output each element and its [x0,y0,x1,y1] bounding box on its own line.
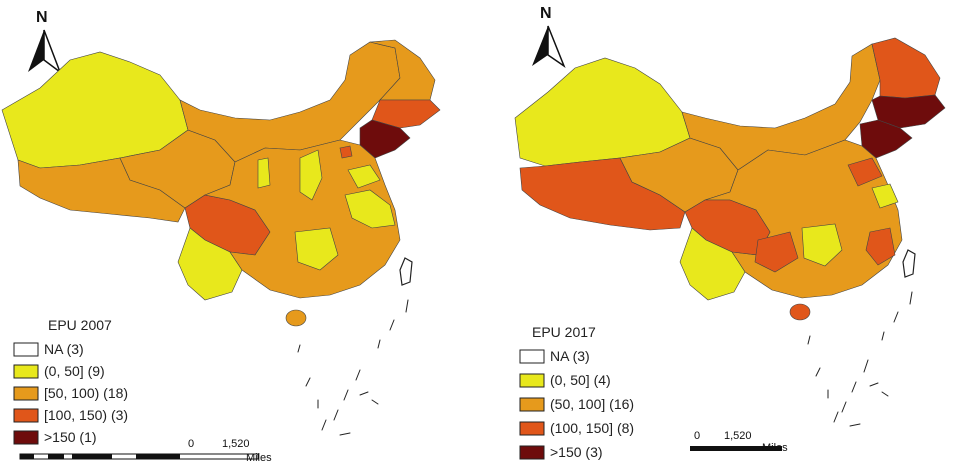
region-yunnan [679,227,746,301]
region-yunnan [177,227,243,301]
legend-title: EPU 2017 [532,324,596,340]
legend-swatch [13,364,39,379]
map-2007: N [1,9,441,464]
legend-label: NA (3) [550,348,590,364]
scale-distance: 1,520 [222,438,250,450]
legend-swatch [13,430,39,445]
region-hunan [294,227,339,271]
legend-swatch [519,349,545,364]
legend-label: NA (3) [44,341,84,357]
region-fujian [865,227,896,266]
legend-item: >150 (1) [13,429,97,445]
region-hainan [285,309,307,327]
map-2017: N [514,5,946,460]
region-xinjiang [514,57,691,167]
legend-label: [50, 100) (18) [44,385,128,401]
legend-swatch [519,421,545,436]
legend-2017: EPU 2017 NA (3) (0, 50] (4) (50, 100] (16)… [519,324,634,460]
legend-label: (0, 50] (9) [44,363,105,379]
legend-label: (50, 100] (16) [550,396,634,412]
region-central [203,139,401,299]
scale-distance: 1,520 [724,430,752,442]
legend-item: (0, 50] (9) [13,363,105,379]
region-taiwan [399,257,413,286]
north-arrow-icon: N [28,9,62,75]
legend-item: (50, 100] (16) [519,396,634,412]
legend-swatch [519,373,545,388]
region-jiangsu [871,183,899,209]
region-tibet [17,157,186,223]
scale-unit: Miles [762,442,788,454]
region-anhui [344,189,396,229]
south-sea-islands [807,291,913,427]
region-hunan [801,223,843,267]
north-arrow-icon: N [532,5,566,69]
legend-item: >150 (3) [519,444,603,460]
legend-swatch [519,397,545,412]
legend-swatch [13,408,39,423]
legend-item: [100, 150) (3) [13,407,128,423]
region-beijing [339,145,353,159]
legend-label: >150 (1) [44,429,97,445]
region-shanxi [299,149,323,201]
legend-swatch [13,342,39,357]
legend-swatch [13,386,39,401]
region-heilongjiang [871,37,941,99]
legend-title: EPU 2007 [48,317,112,333]
legend-item: NA (3) [13,341,84,357]
region-shandong [847,157,883,187]
scale-unit: Miles [246,452,272,464]
scale-zero: 0 [188,438,194,450]
legend-item: [50, 100) (18) [13,385,128,401]
north-label: N [540,5,552,22]
legend-item: (0, 50] (4) [519,372,611,388]
legend-label: (0, 50] (4) [550,372,611,388]
legend-item: (100, 150] (8) [519,420,634,436]
region-guizhou [754,231,799,273]
region-taiwan [902,249,916,278]
legend-item: NA (3) [519,348,590,364]
region-tibet [519,157,686,231]
scale-bar-2017: 0 1,520 Miles [690,430,788,454]
north-label: N [36,9,48,26]
scale-bar-2007: 0 1,520 Miles [19,438,272,464]
legend-2007: EPU 2007 NA (3) (0, 50] (9) [50, 100) (18)… [13,317,128,445]
south-sea-islands [297,299,409,436]
region-shandong [347,164,381,189]
scale-zero: 0 [694,430,700,442]
legend-label: >150 (3) [550,444,603,460]
region-hainan [789,303,811,321]
legend-label: (100, 150] (8) [550,420,634,436]
legend-label: [100, 150) (3) [44,407,128,423]
legend-swatch [519,445,545,460]
region-ningxia [257,157,271,189]
